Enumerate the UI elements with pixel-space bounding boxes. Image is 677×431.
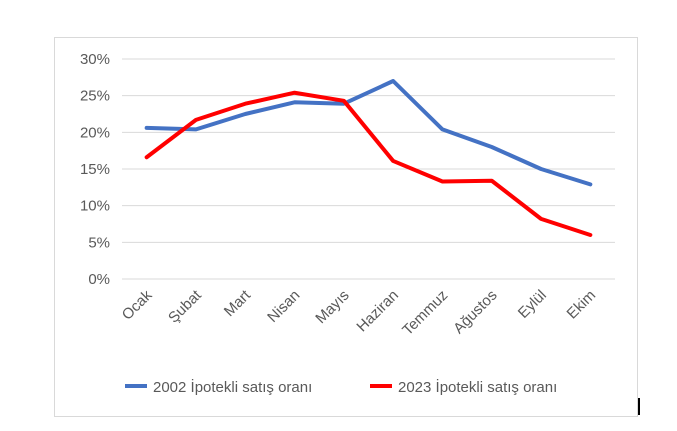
y-tick-label: 30%: [80, 51, 110, 68]
y-tick-label: 5%: [88, 234, 110, 251]
text-cursor: [638, 398, 640, 415]
series-line-1: [144, 79, 593, 187]
series-line-2: [144, 90, 593, 237]
x-tick-label: Mayıs: [312, 287, 352, 327]
x-tick-label: Ağustos: [450, 287, 500, 337]
x-tick-label: Mart: [221, 286, 255, 320]
legend-label: 2023 İpotekli satış oranı: [398, 378, 557, 396]
x-tick-label: Ocak: [119, 286, 156, 323]
x-tick-label: Nisan: [264, 287, 303, 326]
y-axis-labels: 0% 5% 10% 15% 20% 25% 30%: [80, 51, 110, 288]
x-tick-label: Haziran: [353, 287, 402, 336]
y-tick-label: 15%: [80, 161, 110, 178]
legend: 2002 İpotekli satış oranı 2023 İpotekli s…: [125, 378, 557, 396]
y-tick-label: 10%: [80, 198, 110, 215]
x-tick-label: Şubat: [165, 286, 205, 326]
y-tick-label: 25%: [80, 88, 110, 105]
x-tick-label: Temmuz: [399, 287, 451, 339]
y-tick-label: 20%: [80, 124, 110, 141]
series-lines: [144, 79, 593, 237]
x-tick-label: Ekim: [564, 287, 600, 323]
x-tick-label: Eylül: [515, 287, 550, 322]
legend-label: 2002 İpotekli satış oranı: [153, 378, 312, 396]
y-tick-label: 0%: [88, 271, 110, 288]
x-axis-labels: Ocak Şubat Mart Nisan Mayıs HaziranTemmuzAğus…: [119, 286, 599, 339]
